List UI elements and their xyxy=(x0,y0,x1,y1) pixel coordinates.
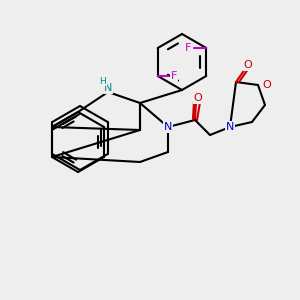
Text: F: F xyxy=(185,43,191,53)
Text: H: H xyxy=(100,76,106,85)
Text: N: N xyxy=(226,122,234,132)
Text: N: N xyxy=(164,122,172,132)
Text: F: F xyxy=(171,71,177,81)
Text: O: O xyxy=(194,93,202,103)
Text: O: O xyxy=(262,80,271,90)
Text: O: O xyxy=(244,60,252,70)
Text: N: N xyxy=(104,83,112,93)
